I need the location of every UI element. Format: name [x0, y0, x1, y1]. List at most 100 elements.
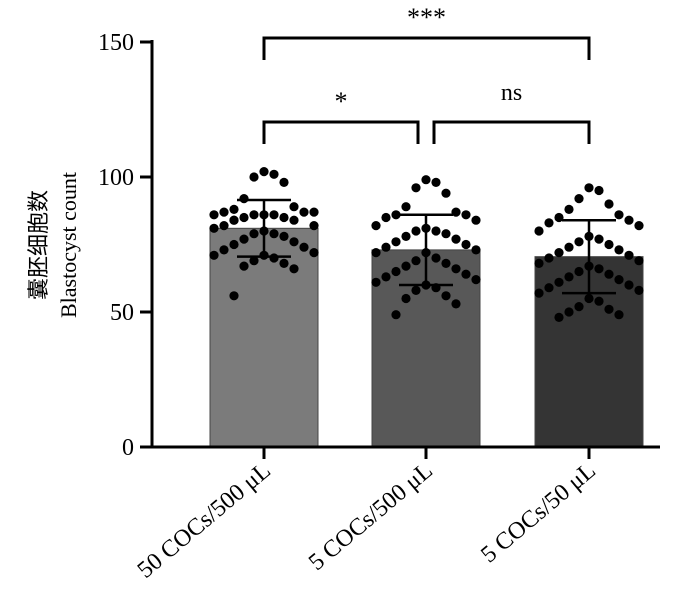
- data-point: [441, 291, 451, 301]
- data-point: [544, 218, 554, 228]
- data-point: [614, 210, 624, 220]
- data-point: [431, 226, 441, 236]
- data-point: [279, 231, 289, 241]
- data-point: [564, 272, 574, 282]
- data-point: [239, 261, 249, 271]
- data-point: [309, 207, 319, 217]
- data-point: [229, 215, 239, 225]
- data-point: [574, 302, 584, 312]
- data-point: [411, 226, 421, 236]
- data-point: [411, 256, 421, 266]
- data-point: [289, 264, 299, 274]
- data-point: [249, 229, 259, 239]
- data-point: [219, 207, 229, 217]
- y-tick-label: 150: [98, 30, 134, 56]
- data-point: [624, 250, 634, 260]
- data-point: [309, 221, 319, 231]
- data-point: [239, 212, 249, 223]
- data-point: [604, 199, 614, 209]
- data-point: [431, 177, 441, 187]
- data-point: [624, 280, 634, 290]
- data-point: [411, 285, 421, 295]
- y-axis-label: Blastocyst count: [56, 172, 81, 318]
- data-point: [534, 288, 544, 298]
- data-point: [381, 272, 391, 282]
- data-point: [604, 304, 614, 314]
- data-point: [451, 234, 461, 244]
- data-point: [441, 258, 451, 268]
- data-point: [371, 221, 381, 231]
- data-point: [461, 239, 471, 250]
- data-point: [269, 229, 279, 239]
- data-point: [401, 293, 411, 304]
- significance-label: ns: [501, 80, 522, 106]
- data-point: [381, 242, 391, 252]
- data-point: [219, 245, 229, 255]
- data-point: [634, 256, 644, 266]
- data-point: [594, 296, 604, 306]
- data-point: [229, 239, 239, 250]
- significance-label: ***: [407, 3, 446, 32]
- data-point: [441, 188, 451, 198]
- data-point: [289, 202, 299, 212]
- data-point: [401, 202, 411, 212]
- data-point: [371, 248, 381, 258]
- data-point: [289, 215, 299, 225]
- data-point: [574, 237, 584, 247]
- significance-bracket: [262, 36, 591, 60]
- data-point: [269, 210, 279, 220]
- data-point: [564, 204, 574, 214]
- data-point: [604, 269, 614, 279]
- data-point: [451, 207, 461, 217]
- data-point: [279, 177, 289, 187]
- data-point: [534, 226, 544, 236]
- data-point: [471, 275, 481, 285]
- data-point: [249, 172, 259, 182]
- data-point: [209, 223, 219, 233]
- data-point: [594, 185, 604, 196]
- data-point: [574, 194, 584, 204]
- data-point: [441, 229, 451, 239]
- data-point: [421, 175, 431, 185]
- data-point: [309, 248, 319, 258]
- data-point: [451, 264, 461, 274]
- data-point: [614, 310, 624, 320]
- data-point: [584, 293, 594, 304]
- data-point: [401, 231, 411, 241]
- data-point: [269, 169, 279, 179]
- data-point: [279, 212, 289, 223]
- data-point: [259, 167, 269, 177]
- data-point: [471, 245, 481, 255]
- data-point: [614, 245, 624, 255]
- data-point: [471, 215, 481, 225]
- data-point: [554, 277, 564, 287]
- x-tick-label: 5 COCs/500 μL: [304, 458, 438, 576]
- data-point: [554, 248, 564, 258]
- data-point: [594, 264, 604, 274]
- data-point: [299, 207, 309, 217]
- data-point: [401, 261, 411, 271]
- significance-bracket: [432, 120, 591, 144]
- data-point: [451, 299, 461, 309]
- x-tick-label: 5 COCs/50 μL: [476, 458, 601, 568]
- data-point: [534, 258, 544, 268]
- data-point: [249, 210, 259, 220]
- data-point: [239, 234, 249, 244]
- data-point: [371, 277, 381, 287]
- y-tick-label: 100: [98, 165, 134, 191]
- data-point: [219, 221, 229, 231]
- data-point: [614, 275, 624, 285]
- significance-label: *: [335, 87, 348, 116]
- y-axis-label-cn: 囊胚细胞数: [26, 190, 51, 300]
- data-point: [554, 312, 564, 322]
- data-point: [544, 253, 554, 263]
- data-point: [209, 250, 219, 260]
- data-point: [461, 269, 471, 279]
- bar-0: [209, 227, 319, 448]
- significance-bracket: [262, 120, 420, 144]
- data-point: [381, 212, 391, 223]
- data-point: [299, 242, 309, 252]
- y-tick-label: 0: [122, 435, 134, 461]
- data-point: [391, 210, 401, 220]
